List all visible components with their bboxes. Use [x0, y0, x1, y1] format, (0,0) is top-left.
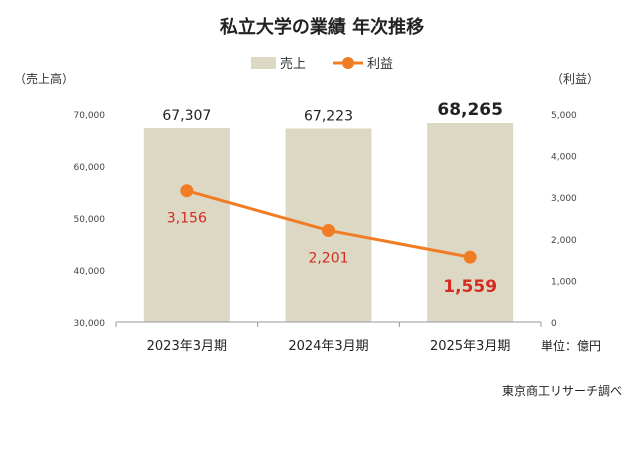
profit-marker — [180, 184, 194, 198]
x-category-label: 2023年3月期 — [147, 339, 227, 354]
y-left-tick-label: 30,000 — [74, 319, 106, 329]
sales-value-label: 67,307 — [162, 108, 211, 124]
sales-value-label: 67,223 — [304, 108, 353, 124]
profit-marker — [322, 223, 335, 237]
y-right-axis-label: （利益） — [551, 72, 599, 86]
profit-value-label: 3,156 — [167, 211, 207, 227]
y-right-ticks: 0 1,000 2,000 3,000 4,000 5,000 — [551, 111, 577, 329]
y-right-tick-label: 0 — [551, 319, 557, 329]
y-right-tick-label: 2,000 — [551, 236, 577, 246]
profit-marker — [463, 250, 477, 264]
y-left-tick-label: 50,000 — [74, 215, 106, 225]
y-left-ticks: 30,000 40,000 50,000 60,000 70,000 — [74, 111, 106, 329]
sales-bar — [427, 123, 514, 322]
x-category-label: 2024年3月期 — [288, 339, 368, 354]
source-note: 東京商工リサーチ調べ — [502, 383, 622, 398]
legend-label-profit: 利益 — [367, 57, 393, 72]
y-left-tick-label: 70,000 — [74, 111, 106, 121]
x-axis-labels: 2023年3月期 2024年3月期 2025年3月期 — [147, 339, 511, 354]
chart-title: 私立大学の業績 年次推移 — [220, 16, 424, 38]
legend-marker-profit — [342, 57, 354, 69]
y-right-tick-label: 1,000 — [551, 277, 577, 287]
bar-labels: 67,307 67,223 68,265 — [162, 100, 503, 124]
legend-label-sales: 売上 — [280, 56, 306, 72]
x-category-label: 2025年3月期 — [430, 339, 510, 354]
y-right-tick-label: 5,000 — [551, 111, 577, 121]
y-left-tick-label: 40,000 — [74, 267, 106, 277]
y-right-tick-label: 4,000 — [551, 153, 577, 163]
legend-swatch-sales — [251, 57, 276, 69]
y-right-tick-label: 3,000 — [551, 194, 577, 204]
legend: 売上 利益 — [251, 56, 393, 72]
profit-value-label: 1,559 — [443, 277, 497, 297]
y-left-tick-label: 60,000 — [74, 163, 106, 173]
unit-note: 単位：億円 — [541, 338, 601, 353]
y-left-axis-label: （売上高） — [14, 71, 74, 86]
sales-bar — [143, 128, 230, 322]
profit-markers — [180, 184, 477, 264]
x-axis-ticks — [115, 322, 542, 327]
profit-value-label: 2,201 — [308, 250, 348, 266]
sales-value-label: 68,265 — [437, 100, 503, 120]
profit-labels: 3,156 2,201 1,559 — [167, 211, 497, 297]
